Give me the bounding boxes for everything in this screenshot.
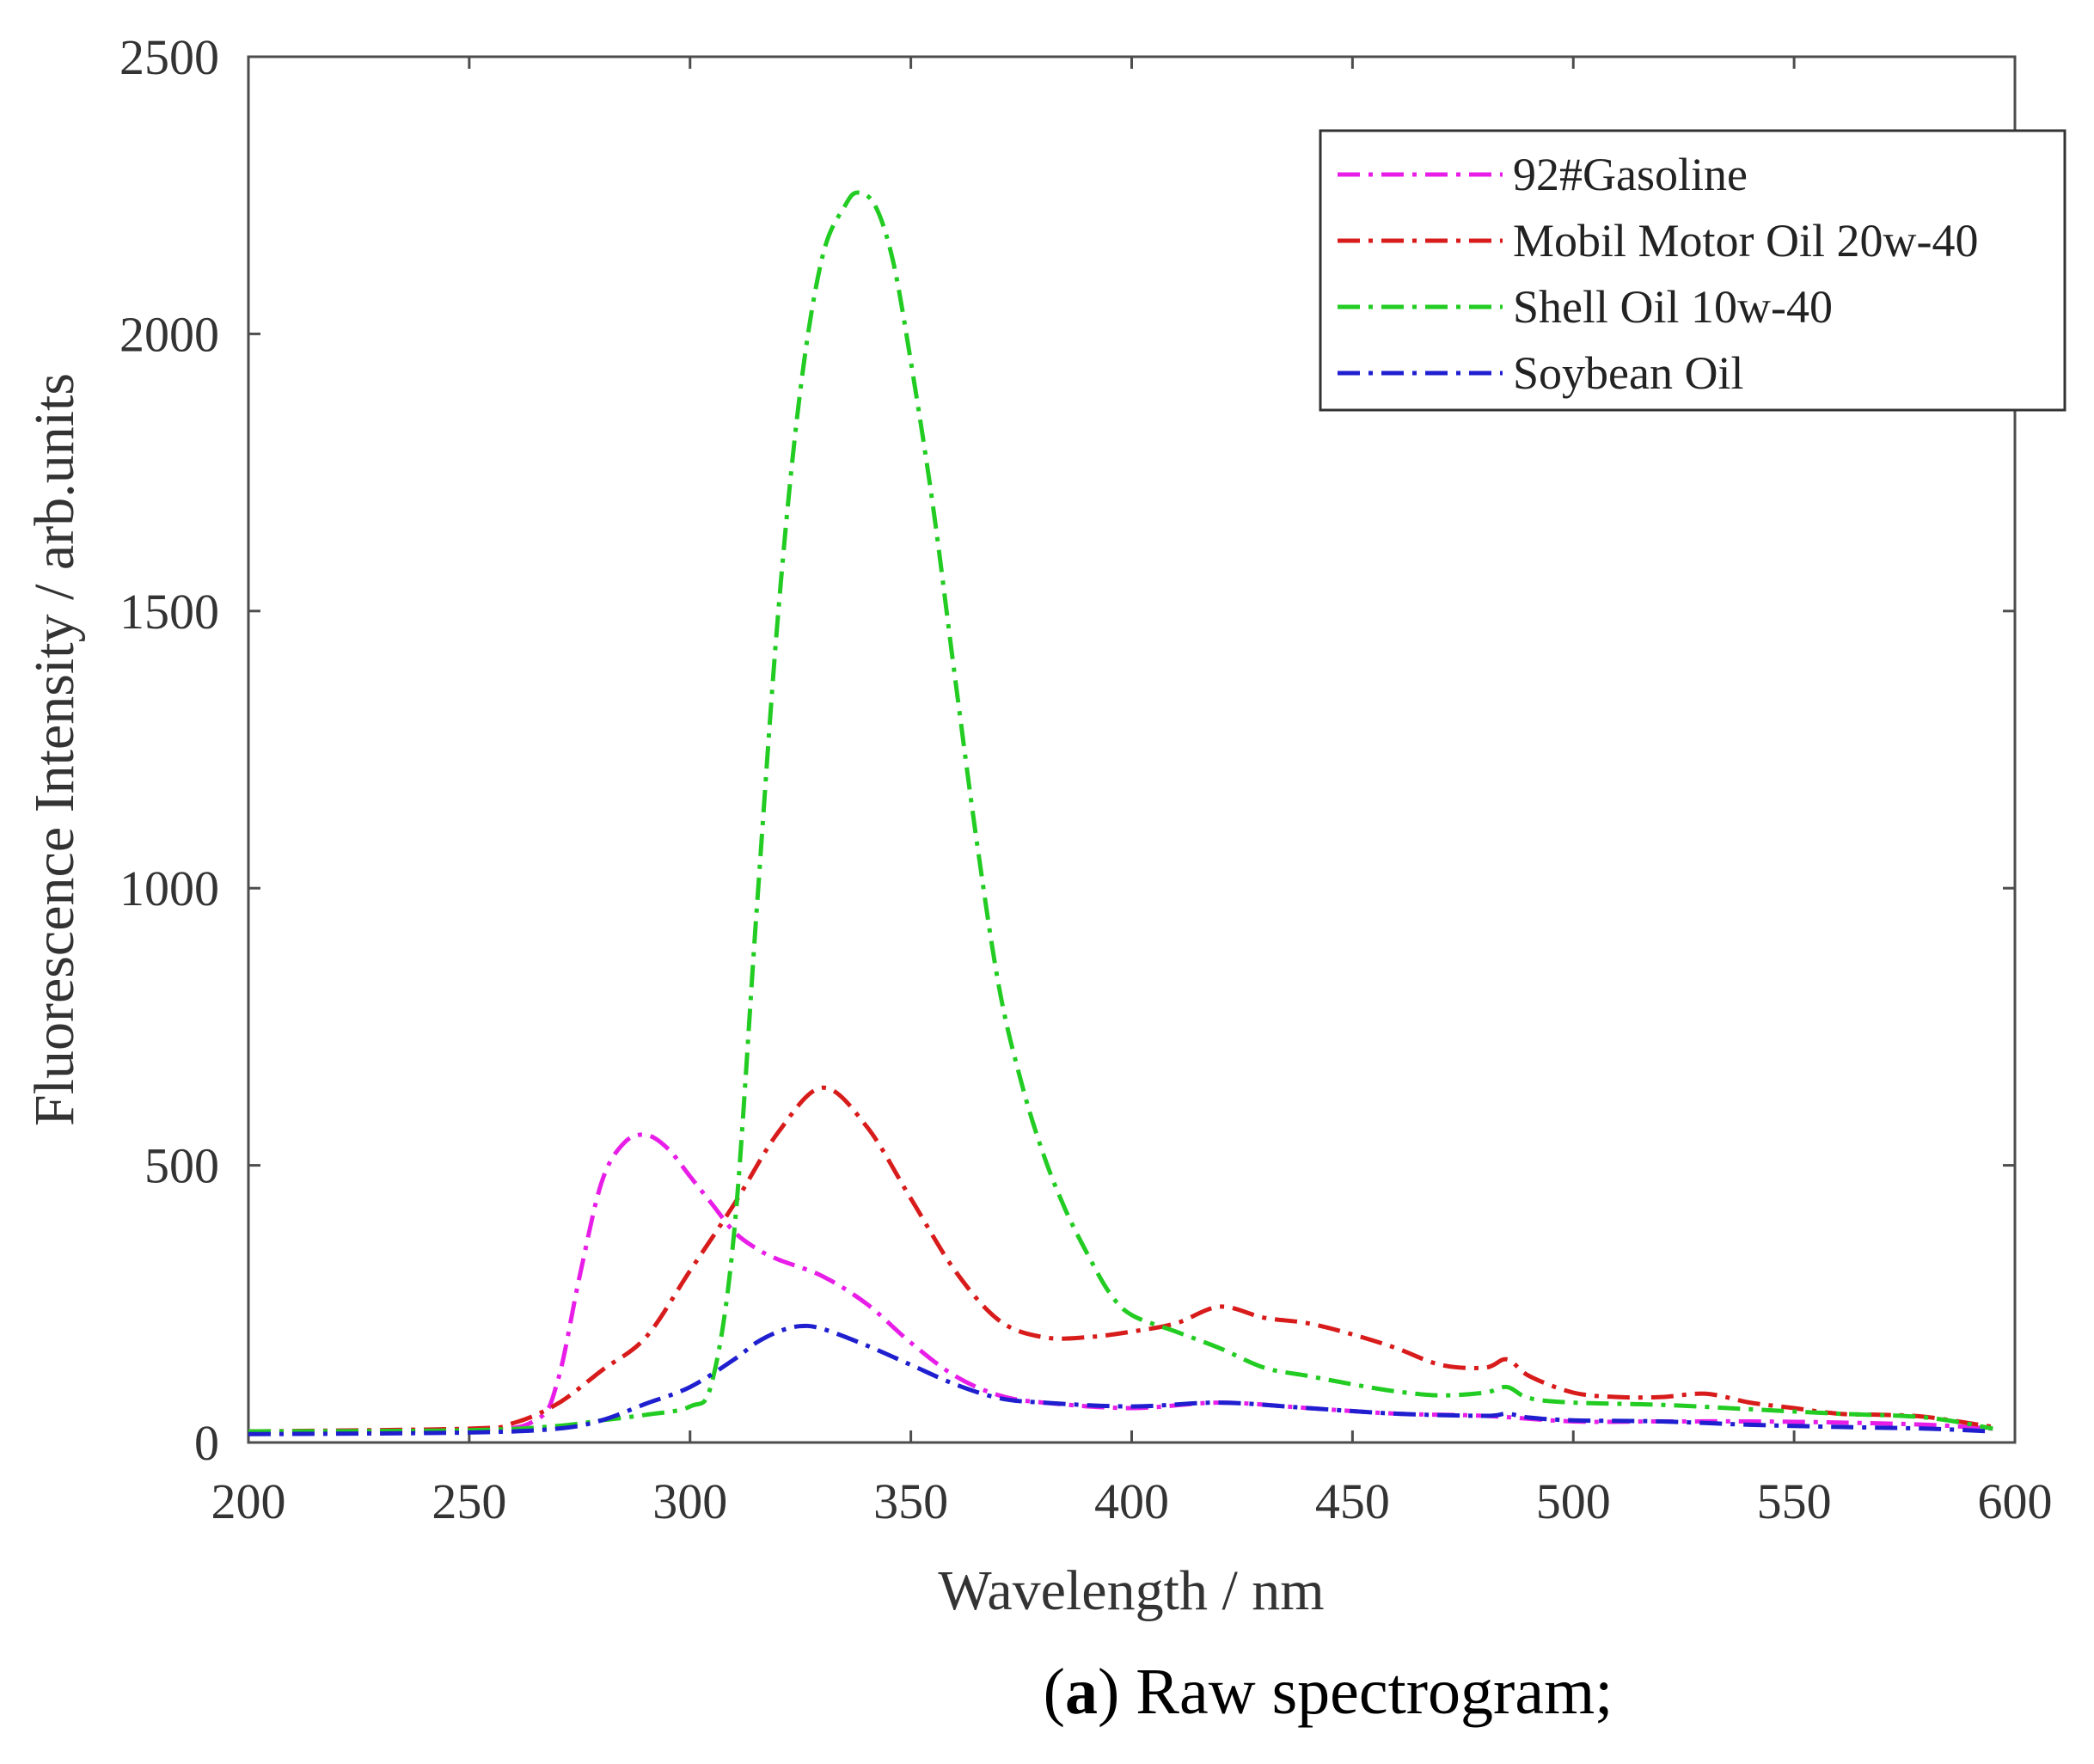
x-axis-title: Wavelength / nm [938, 1559, 1324, 1622]
caption-text: Raw spectrogram; [1119, 1656, 1613, 1728]
y-tick-label: 2500 [119, 29, 219, 85]
series-line-1 [248, 1132, 1993, 1434]
figure-caption: (a) Raw spectrogram; [1043, 1656, 1613, 1728]
legend-label-4: Soybean Oil [1513, 347, 1743, 399]
legend-label-1: 92#Gasoline [1513, 149, 1748, 200]
y-tick-label: 0 [194, 1415, 219, 1471]
series-layer [248, 190, 1993, 1436]
series-line-2 [248, 1085, 1993, 1434]
y-tick-label: 1000 [119, 861, 219, 916]
legend-entries: 92#Gasoline Mobil Motor Oil 20w-40 Shell O… [1338, 149, 1979, 399]
x-tick-label: 400 [1094, 1473, 1169, 1529]
y-tick-label: 2000 [119, 306, 219, 362]
x-tick-label: 350 [873, 1473, 948, 1529]
x-tick-label: 200 [211, 1473, 286, 1529]
legend: 92#Gasoline Mobil Motor Oil 20w-40 Shell O… [1319, 129, 2066, 412]
y-tick-label: 500 [144, 1138, 219, 1194]
legend-label-2: Mobil Motor Oil 20w-40 [1513, 215, 1979, 266]
y-axis-title: Fluorescence Intensity / arb.units [23, 373, 86, 1126]
x-tick-label: 550 [1757, 1473, 1832, 1529]
legend-box [1319, 129, 2066, 412]
y-tick-label: 1500 [119, 584, 219, 640]
x-tick-label: 600 [1978, 1473, 2053, 1529]
axis-ticks: 200 250 300 350 400 450 500 550 600 0 500 1000 1500 2… [119, 29, 2053, 1529]
series-line-4 [248, 1323, 1993, 1436]
caption-label: a [1064, 1656, 1098, 1728]
x-tick-label: 250 [432, 1473, 506, 1529]
series-line-3 [248, 190, 1993, 1434]
legend-label-3: Shell Oil 10w-40 [1513, 281, 1833, 333]
x-tick-label: 450 [1315, 1473, 1390, 1529]
x-tick-label: 300 [652, 1473, 727, 1529]
x-tick-label: 500 [1536, 1473, 1611, 1529]
